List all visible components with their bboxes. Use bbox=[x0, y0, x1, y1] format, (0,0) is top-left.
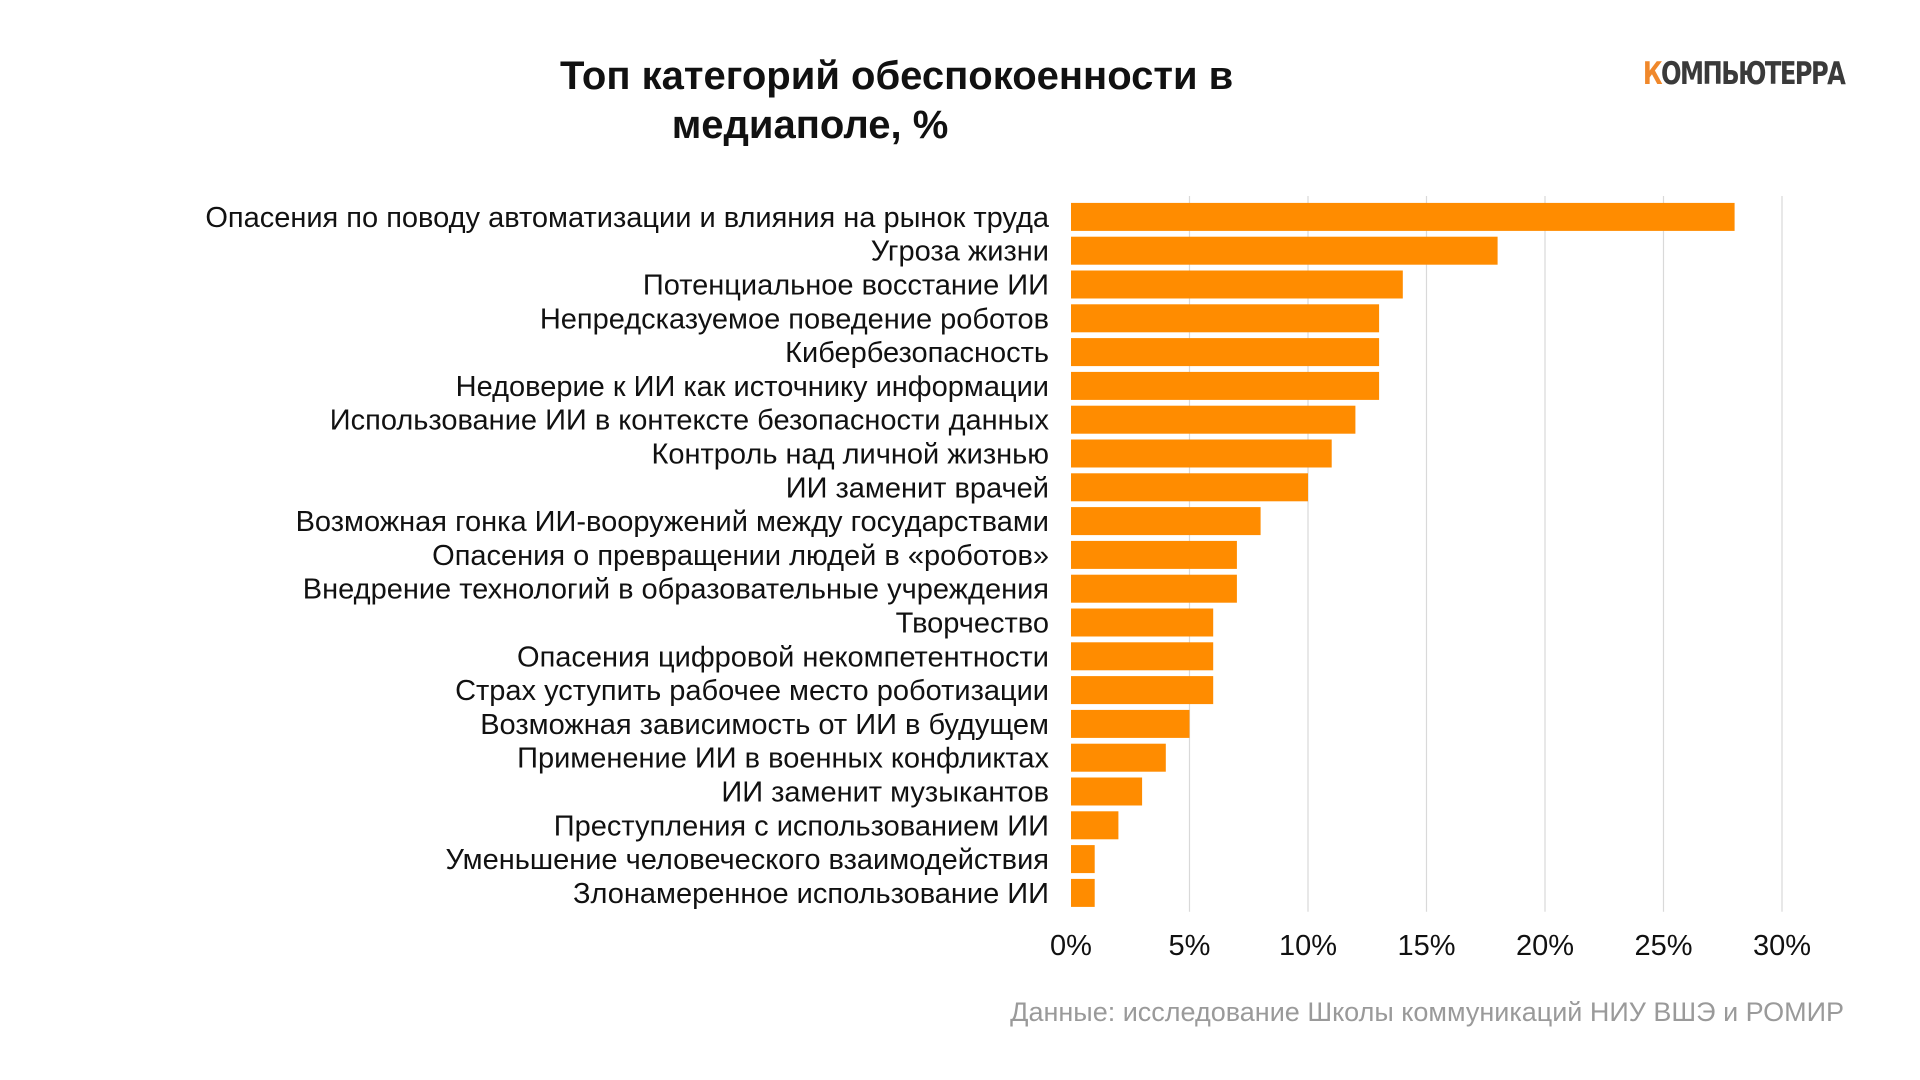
bar bbox=[1071, 540, 1237, 569]
chart-title-line-2: медиаполе, % bbox=[671, 103, 949, 147]
bar bbox=[1071, 811, 1119, 840]
x-tick-label: 5% bbox=[1169, 930, 1211, 962]
category-label: Контроль над личной жизнью bbox=[651, 439, 1049, 471]
category-label: Угроза жизни bbox=[871, 236, 1049, 268]
category-label: Кибербезопасность bbox=[785, 337, 1049, 369]
source-note: Данные: исследование Школы коммуникаций … bbox=[1010, 997, 1844, 1027]
x-tick-label: 30% bbox=[1753, 930, 1811, 962]
bar bbox=[1071, 845, 1095, 874]
x-tick-labels: 0% 5% 10% 15% 20% 25% 30% bbox=[1050, 930, 1811, 962]
x-tick-label: 15% bbox=[1397, 930, 1455, 962]
bar bbox=[1071, 777, 1143, 806]
category-label: Опасения о превращении людей в «роботов» bbox=[432, 540, 1049, 572]
x-tick-label: 10% bbox=[1279, 930, 1337, 962]
bar bbox=[1071, 405, 1356, 434]
category-label: Потенциальное восстание ИИ bbox=[643, 270, 1049, 302]
category-label: Страх уступить рабочее место роботизации bbox=[455, 675, 1049, 707]
bar bbox=[1071, 574, 1237, 603]
x-tick-label: 20% bbox=[1516, 930, 1574, 962]
bar bbox=[1071, 338, 1380, 367]
category-label: Преступления с использованием ИИ bbox=[554, 810, 1049, 842]
category-label: Использование ИИ в контексте безопасност… bbox=[330, 405, 1050, 437]
bar bbox=[1071, 439, 1332, 468]
category-label: Опасения по поводу автоматизации и влиян… bbox=[205, 202, 1050, 234]
bar bbox=[1071, 236, 1498, 265]
bar bbox=[1071, 371, 1380, 400]
category-label: Уменьшение человеческого взаимодействия bbox=[446, 844, 1049, 876]
category-label: Творчество bbox=[896, 608, 1049, 640]
bar bbox=[1071, 709, 1190, 738]
x-tick-label: 0% bbox=[1050, 930, 1092, 962]
category-label: Возможная гонка ИИ-вооружений между госу… bbox=[296, 506, 1049, 538]
bar bbox=[1071, 878, 1095, 907]
bars bbox=[1071, 202, 1735, 907]
category-label: Недоверие к ИИ как источнику информации bbox=[456, 371, 1049, 403]
category-label: Возможная зависимость от ИИ в будущем bbox=[480, 709, 1049, 741]
bar bbox=[1071, 473, 1308, 502]
bar bbox=[1071, 507, 1261, 536]
category-label: Злонамеренное использование ИИ bbox=[573, 878, 1049, 910]
grid-lines bbox=[1188, 196, 1783, 912]
brand-logo: КОМПЬЮТЕРРА bbox=[1642, 56, 1846, 92]
x-tick-label: 25% bbox=[1634, 930, 1692, 962]
bar bbox=[1071, 304, 1380, 333]
category-label: Внедрение технологий в образовательные у… bbox=[303, 574, 1049, 606]
category-label: ИИ заменит музыкантов bbox=[721, 777, 1049, 809]
category-labels: Опасения по поводу автоматизации и влиян… bbox=[205, 202, 1050, 910]
bar bbox=[1071, 676, 1214, 705]
category-label: Непредсказуемое поведение роботов bbox=[540, 303, 1049, 335]
brand-logo-rest: ОМПЬЮТЕРРА bbox=[1660, 56, 1846, 92]
category-label: ИИ заменит врачей bbox=[786, 472, 1049, 504]
bar bbox=[1071, 642, 1214, 671]
brand-logo-initial: К bbox=[1642, 56, 1663, 92]
bar bbox=[1071, 270, 1403, 299]
category-label: Применение ИИ в военных конфликтах bbox=[517, 743, 1049, 775]
category-label: Опасения цифровой некомпетентности bbox=[517, 641, 1049, 673]
bar bbox=[1071, 608, 1214, 637]
bar bbox=[1071, 202, 1735, 231]
bar bbox=[1071, 743, 1166, 772]
